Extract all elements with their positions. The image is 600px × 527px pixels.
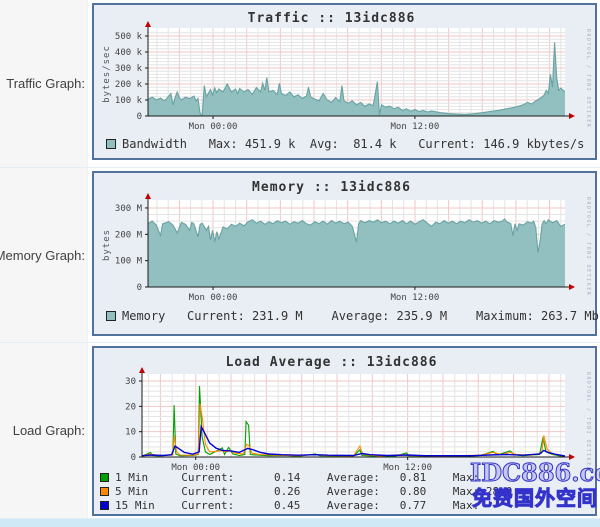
series-line xyxy=(148,218,565,253)
load-plot: 0 10 20 30 Mon 00:00 Mon 12:00 xyxy=(94,348,595,519)
x-tick-label: Mon 12:00 xyxy=(390,293,439,303)
rrdtool-watermark: RRDTOOL / TOBI OETIKER xyxy=(585,372,591,472)
load-legend: 1 Min Current: 0.14 Average: 0.81 Max: 5… xyxy=(100,470,512,512)
chart-canvas: 0 10 20 30 Mon 00:00 Mon 12:00 xyxy=(125,367,575,473)
load-row: Load Graph: Load Average :: 13idc886 0 10… xyxy=(0,343,600,519)
rrdtool-watermark: RRDTOOL / TOBI OETIKER xyxy=(585,29,591,129)
y-tick-label: 0 xyxy=(137,112,142,122)
legend-row: 1 Min Current: 0.14 Average: 0.81 Max: xyxy=(100,470,512,484)
y-tick-label: 0 xyxy=(137,283,142,293)
load-graph-label: Load Graph: xyxy=(0,343,88,518)
legend-row: Bandwidth Max: 451.9 k Avg: 81.4 k Curre… xyxy=(106,136,584,151)
memory-legend: Memory Current: 231.9 M Average: 235.9 M… xyxy=(106,308,599,323)
traffic-legend: Bandwidth Max: 451.9 k Avg: 81.4 k Curre… xyxy=(106,136,584,151)
x-tick-label: Mon 12:00 xyxy=(390,122,439,132)
y-tick-label: 100 k xyxy=(115,96,143,106)
legend-row: Memory Current: 231.9 M Average: 235.9 M… xyxy=(106,308,599,323)
y-tick-label: 100 M xyxy=(115,257,143,267)
series-area xyxy=(148,219,565,287)
chart-canvas: 0 100 k 200 k 300 k 400 k 500 k Mon 00:00 Mon 1… xyxy=(115,21,575,132)
legend-swatch xyxy=(100,500,109,510)
traffic-graph-panel: Traffic :: 13idc886 bytes/sec 0 100 k 200 … xyxy=(92,3,597,160)
legend-row: 5 Min Current: 0.26 Average: 0.80 Max: 2… xyxy=(100,484,512,498)
legend-text: 15 Min Current: 0.45 Average: 0.77 Max: xyxy=(115,498,486,512)
y-tick-label: 10 xyxy=(125,428,136,438)
legend-swatch xyxy=(100,472,109,482)
y-tick-label: 300 k xyxy=(115,64,143,74)
series-line xyxy=(142,403,565,457)
series-line xyxy=(142,424,565,457)
legend-text: 5 Min Current: 0.26 Average: 0.80 Max: 2… xyxy=(115,484,513,498)
memory-plot: 0 100 M 200 M 300 M Mon 00:00 Mon 12:00 xyxy=(94,173,595,339)
y-tick-label: 200 M xyxy=(115,230,143,240)
traffic-graph-title: Traffic :: 13idc886 xyxy=(247,11,416,26)
traffic-graph-label: Traffic Graph: xyxy=(0,0,88,167)
x-tick-label: Mon 00:00 xyxy=(189,122,238,132)
y-tick-label: 30 xyxy=(125,377,136,387)
bottom-strip xyxy=(0,519,600,527)
legend-swatch xyxy=(106,310,116,321)
load-graph-title: Load Average :: 13idc886 xyxy=(225,355,438,370)
memory-row-content: Memory :: 13idc886 bytes 0 100 M 200 M 300 … xyxy=(88,168,600,342)
legend-text: Memory Current: 231.9 M Average: 235.9 M… xyxy=(122,308,599,323)
series-line xyxy=(148,42,565,116)
memory-graph-panel: Memory :: 13idc886 bytes 0 100 M 200 M 300 … xyxy=(92,171,599,339)
traffic-row-content: Traffic :: 13idc886 bytes/sec 0 100 k 200 … xyxy=(88,0,600,167)
traffic-row: Traffic Graph: Traffic :: 13idc886 bytes… xyxy=(0,0,600,168)
x-tick-label: Mon 00:00 xyxy=(189,293,238,303)
legend-text: Bandwidth Max: 451.9 k Avg: 81.4 k Curre… xyxy=(122,136,585,151)
memory-graph-label: Memory Graph: xyxy=(0,168,88,342)
y-tick-label: 400 k xyxy=(115,48,143,58)
y-tick-label: 0 xyxy=(131,453,136,463)
legend-swatch xyxy=(106,138,116,149)
legend-text: 1 Min Current: 0.14 Average: 0.81 Max: xyxy=(115,470,486,484)
x-tick-label: Mon 12:00 xyxy=(383,463,432,473)
legend-row: 15 Min Current: 0.45 Average: 0.77 Max: xyxy=(100,498,512,512)
memory-graph-title: Memory :: 13idc886 xyxy=(252,180,411,195)
rrdtool-watermark: RRDTOOL / TOBI OETIKER xyxy=(585,197,591,297)
series-area xyxy=(148,42,565,116)
y-tick-label: 200 k xyxy=(115,80,143,90)
y-tick-label: 500 k xyxy=(115,32,143,42)
y-tick-label: 20 xyxy=(125,402,136,412)
chart-canvas: 0 100 M 200 M 300 M Mon 00:00 Mon 12:00 xyxy=(115,193,575,303)
memory-row: Memory Graph: Memory :: 13idc886 bytes 0… xyxy=(0,168,600,343)
y-tick-label: 300 M xyxy=(115,204,143,214)
x-tick-label: Mon 00:00 xyxy=(171,463,220,473)
legend-swatch xyxy=(100,486,109,496)
traffic-plot: 0 100 k 200 k 300 k 400 k 500 k Mon 00:00 Mon 1… xyxy=(94,5,595,163)
